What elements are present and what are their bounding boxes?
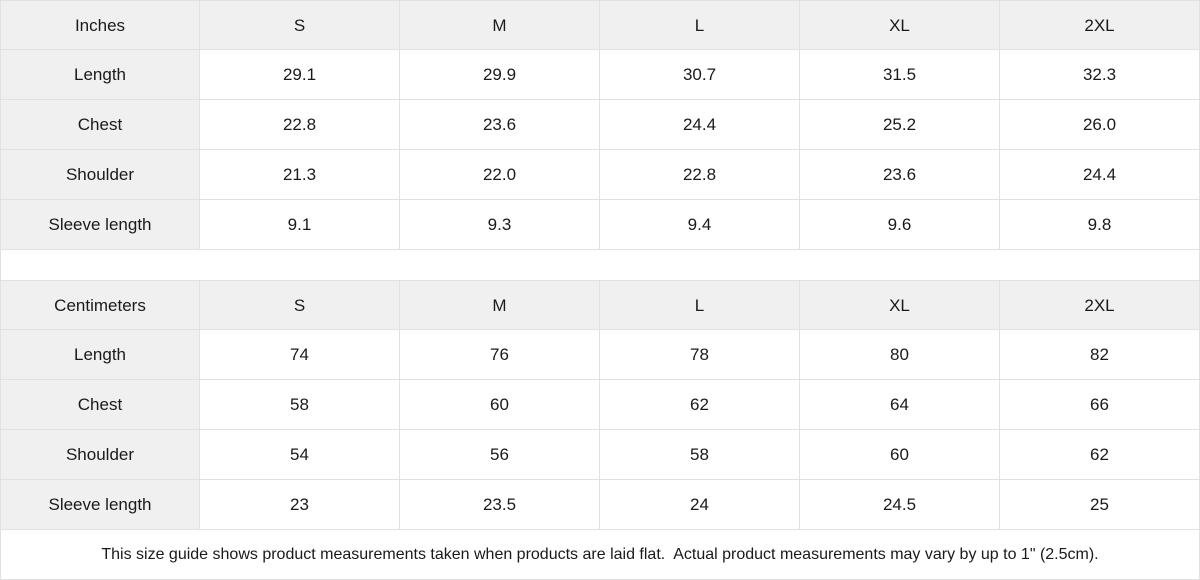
- value-cell: 25.2: [800, 100, 1000, 150]
- value-cell: 24.4: [600, 100, 800, 150]
- value-cell: 22.0: [400, 150, 600, 200]
- value-cell: 58: [200, 380, 400, 430]
- size-header-cell: XL: [800, 280, 1000, 330]
- value-cell: 25: [1000, 480, 1200, 530]
- value-cell: 54: [200, 430, 400, 480]
- value-cell: 22.8: [600, 150, 800, 200]
- value-cell: 29.9: [400, 50, 600, 100]
- size-header-cell: M: [400, 280, 600, 330]
- value-cell: 22.8: [200, 100, 400, 150]
- value-cell: 24.4: [1000, 150, 1200, 200]
- value-cell: 32.3: [1000, 50, 1200, 100]
- value-cell: 23.6: [400, 100, 600, 150]
- unit-header-cell: Inches: [0, 0, 200, 50]
- centimeters-header-row: Centimeters S M L XL 2XL: [0, 280, 1200, 330]
- value-cell: 74: [200, 330, 400, 380]
- size-header-cell: L: [600, 280, 800, 330]
- row-label-cell: Shoulder: [0, 150, 200, 200]
- table-row: Length 74 76 78 80 82: [0, 330, 1200, 380]
- size-header-cell: S: [200, 280, 400, 330]
- size-header-cell: M: [400, 0, 600, 50]
- value-cell: 62: [600, 380, 800, 430]
- size-header-cell: L: [600, 0, 800, 50]
- value-cell: 78: [600, 330, 800, 380]
- centimeters-table: Centimeters S M L XL 2XL Length 74 76 78…: [0, 280, 1200, 530]
- value-cell: 31.5: [800, 50, 1000, 100]
- value-cell: 9.1: [200, 200, 400, 250]
- value-cell: 23: [200, 480, 400, 530]
- value-cell: 24.5: [800, 480, 1000, 530]
- table-spacer: [0, 250, 1200, 280]
- value-cell: 26.0: [1000, 100, 1200, 150]
- value-cell: 9.4: [600, 200, 800, 250]
- value-cell: 62: [1000, 430, 1200, 480]
- value-cell: 64: [800, 380, 1000, 430]
- value-cell: 23.6: [800, 150, 1000, 200]
- value-cell: 29.1: [200, 50, 400, 100]
- size-header-cell: 2XL: [1000, 280, 1200, 330]
- value-cell: 56: [400, 430, 600, 480]
- value-cell: 58: [600, 430, 800, 480]
- value-cell: 60: [800, 430, 1000, 480]
- size-header-cell: S: [200, 0, 400, 50]
- table-row: Length 29.1 29.9 30.7 31.5 32.3: [0, 50, 1200, 100]
- table-row: Sleeve length 23 23.5 24 24.5 25: [0, 480, 1200, 530]
- value-cell: 9.6: [800, 200, 1000, 250]
- value-cell: 30.7: [600, 50, 800, 100]
- size-guide-note: This size guide shows product measuremen…: [0, 530, 1200, 580]
- row-label-cell: Chest: [0, 380, 200, 430]
- row-label-cell: Shoulder: [0, 430, 200, 480]
- value-cell: 60: [400, 380, 600, 430]
- value-cell: 82: [1000, 330, 1200, 380]
- row-label-cell: Sleeve length: [0, 480, 200, 530]
- row-label-cell: Length: [0, 50, 200, 100]
- value-cell: 9.8: [1000, 200, 1200, 250]
- value-cell: 9.3: [400, 200, 600, 250]
- value-cell: 80: [800, 330, 1000, 380]
- table-row: Sleeve length 9.1 9.3 9.4 9.6 9.8: [0, 200, 1200, 250]
- table-row: Shoulder 54 56 58 60 62: [0, 430, 1200, 480]
- table-row: Shoulder 21.3 22.0 22.8 23.6 24.4: [0, 150, 1200, 200]
- value-cell: 24: [600, 480, 800, 530]
- unit-header-cell: Centimeters: [0, 280, 200, 330]
- inches-table: Inches S M L XL 2XL Length 29.1 29.9 30.…: [0, 0, 1200, 250]
- value-cell: 21.3: [200, 150, 400, 200]
- value-cell: 76: [400, 330, 600, 380]
- size-header-cell: XL: [800, 0, 1000, 50]
- table-row: Chest 22.8 23.6 24.4 25.2 26.0: [0, 100, 1200, 150]
- row-label-cell: Sleeve length: [0, 200, 200, 250]
- size-header-cell: 2XL: [1000, 0, 1200, 50]
- row-label-cell: Length: [0, 330, 200, 380]
- row-label-cell: Chest: [0, 100, 200, 150]
- table-row: Chest 58 60 62 64 66: [0, 380, 1200, 430]
- value-cell: 66: [1000, 380, 1200, 430]
- value-cell: 23.5: [400, 480, 600, 530]
- inches-header-row: Inches S M L XL 2XL: [0, 0, 1200, 50]
